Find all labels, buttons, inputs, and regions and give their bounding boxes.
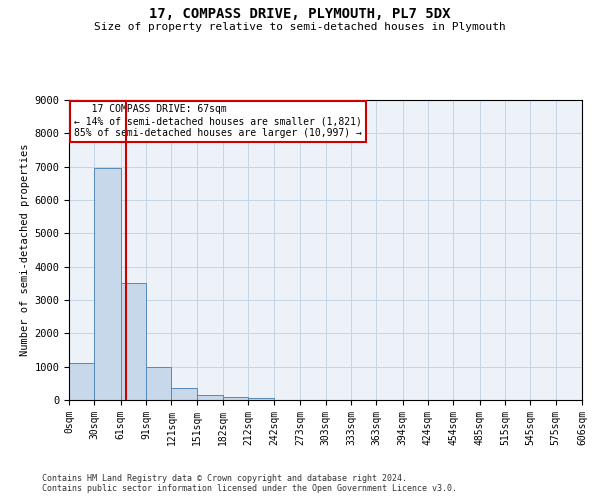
Bar <box>69 364 94 400</box>
Text: Contains HM Land Registry data © Crown copyright and database right 2024.: Contains HM Land Registry data © Crown c… <box>42 474 407 483</box>
Text: 17, COMPASS DRIVE, PLYMOUTH, PL7 5DX: 17, COMPASS DRIVE, PLYMOUTH, PL7 5DX <box>149 8 451 22</box>
Bar <box>121 284 146 400</box>
Text: Contains public sector information licensed under the Open Government Licence v3: Contains public sector information licen… <box>42 484 457 493</box>
Bar <box>197 395 223 400</box>
Y-axis label: Number of semi-detached properties: Number of semi-detached properties <box>20 144 30 356</box>
Text: Size of property relative to semi-detached houses in Plymouth: Size of property relative to semi-detach… <box>94 22 506 32</box>
Text: 17 COMPASS DRIVE: 67sqm
← 14% of semi-detached houses are smaller (1,821)
85% of: 17 COMPASS DRIVE: 67sqm ← 14% of semi-de… <box>74 104 362 138</box>
Bar <box>248 398 274 400</box>
Bar <box>223 396 248 400</box>
Bar <box>172 388 197 400</box>
Bar <box>146 366 172 400</box>
Bar <box>94 168 121 400</box>
